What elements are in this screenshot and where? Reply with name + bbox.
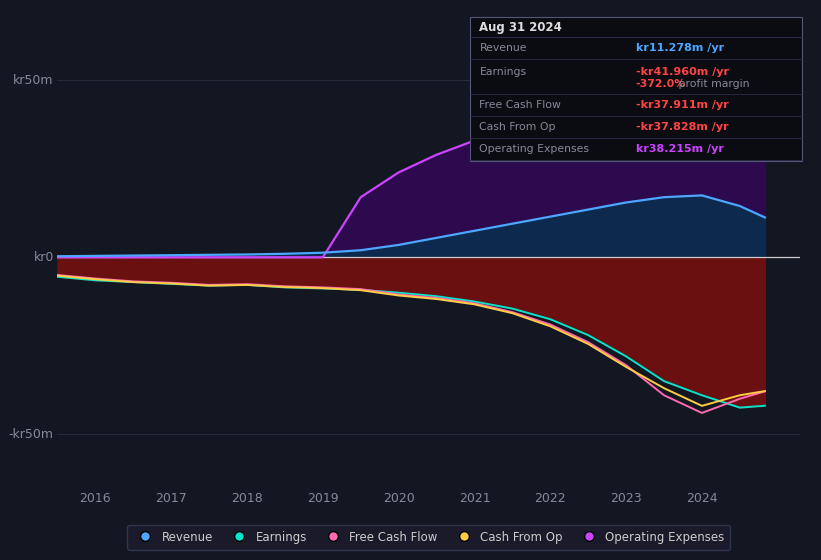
Text: kr50m: kr50m: [13, 74, 53, 87]
Text: -kr50m: -kr50m: [9, 428, 53, 441]
Text: -kr41.960m /yr: -kr41.960m /yr: [635, 67, 729, 77]
Text: Free Cash Flow: Free Cash Flow: [479, 100, 562, 110]
Text: Operating Expenses: Operating Expenses: [479, 144, 589, 154]
Text: Earnings: Earnings: [479, 67, 526, 77]
Text: -kr37.911m /yr: -kr37.911m /yr: [635, 100, 728, 110]
Text: kr0: kr0: [34, 251, 53, 264]
Text: -372.0%: -372.0%: [635, 79, 686, 89]
Text: kr38.215m /yr: kr38.215m /yr: [635, 144, 724, 154]
Text: Cash From Op: Cash From Op: [479, 122, 556, 132]
Text: Revenue: Revenue: [479, 43, 527, 53]
Text: kr11.278m /yr: kr11.278m /yr: [635, 43, 724, 53]
Legend: Revenue, Earnings, Free Cash Flow, Cash From Op, Operating Expenses: Revenue, Earnings, Free Cash Flow, Cash …: [127, 525, 731, 549]
Text: -kr37.828m /yr: -kr37.828m /yr: [635, 122, 728, 132]
Text: profit margin: profit margin: [676, 79, 750, 89]
Text: Aug 31 2024: Aug 31 2024: [479, 21, 562, 34]
